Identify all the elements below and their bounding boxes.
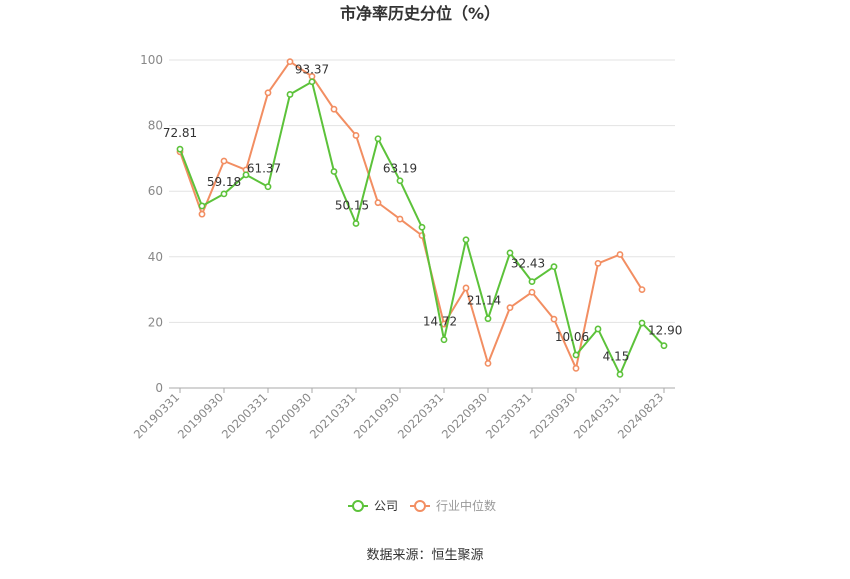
x-tick-label: 20210331 (307, 390, 358, 441)
data-label: 21.14 (467, 294, 501, 308)
legend-label: 行业中位数 (436, 498, 496, 513)
data-point (594, 259, 602, 267)
x-tick-label: 20190930 (175, 390, 226, 441)
data-point (374, 199, 382, 207)
legend-marker-icon (414, 500, 426, 512)
data-point (506, 304, 514, 312)
data-point (594, 325, 602, 333)
data-point (286, 58, 294, 66)
data-point (616, 251, 624, 258)
data-labels: 72.81 59.18 61.37 93.37 50.15 63.19 14.72 21.14… (163, 63, 683, 364)
chart-title: 市净率历史分位（%） (340, 4, 500, 23)
data-point (462, 284, 470, 292)
data-point (572, 364, 580, 372)
y-tick-label: 20 (148, 315, 163, 329)
x-tick-label: 20220331 (395, 390, 446, 441)
data-label: 4.15 (603, 349, 630, 363)
data-point (308, 78, 316, 86)
data-point (528, 288, 536, 296)
data-point (396, 177, 404, 185)
data-point (638, 286, 646, 293)
data-point (330, 105, 338, 113)
data-label: 10.06 (555, 330, 589, 344)
data-point (198, 202, 206, 210)
data-point (220, 157, 228, 165)
data-label: 61.37 (247, 162, 281, 176)
data-point (176, 145, 184, 153)
data-point (484, 359, 492, 367)
y-tick-label: 60 (148, 184, 163, 198)
data-label: 50.15 (335, 199, 369, 213)
data-point (440, 336, 448, 344)
data-point (616, 370, 624, 378)
x-tick-label: 20190331 (131, 390, 182, 441)
data-label: 93.37 (295, 63, 329, 77)
x-tick-label: 20230331 (483, 390, 534, 441)
data-point (352, 220, 360, 227)
data-point (220, 190, 228, 198)
data-point (374, 135, 382, 143)
data-point (550, 315, 558, 323)
y-tick-label: 40 (148, 250, 163, 264)
data-point (506, 249, 514, 257)
legend-label: 公司 (374, 499, 398, 513)
x-tick-label: 20200331 (219, 390, 270, 441)
legend-item-1[interactable]: 行业中位数 (410, 498, 496, 513)
x-tick-label: 20240823 (615, 390, 666, 441)
x-tick-label: 20240331 (571, 390, 622, 441)
series-lines (176, 58, 668, 378)
data-point (242, 171, 250, 179)
data-point (286, 91, 294, 98)
data-point (638, 319, 646, 327)
data-label: 12.90 (648, 324, 682, 338)
data-point (330, 168, 338, 175)
series-line-1 (179, 60, 643, 370)
data-point (528, 278, 536, 286)
data-label: 14.72 (423, 315, 457, 329)
data-source-note: 数据来源：恒生聚源 (366, 548, 483, 563)
data-point (418, 223, 426, 231)
data-label: 59.18 (207, 175, 241, 189)
legend-item-0[interactable]: 公司 (348, 499, 398, 513)
data-label: 32.43 (511, 257, 545, 271)
legend-marker-icon (352, 500, 364, 512)
data-point (198, 210, 206, 218)
x-tick-label: 20220930 (439, 390, 490, 441)
data-point (264, 89, 272, 97)
data-label: 63.19 (383, 162, 417, 176)
data-point (660, 342, 668, 350)
grid-lines (169, 59, 675, 323)
data-point (396, 215, 404, 223)
y-tick-label: 0 (155, 381, 163, 395)
data-point (484, 315, 492, 323)
data-point (572, 351, 580, 359)
y-tick-label: 100 (140, 53, 163, 67)
legend[interactable]: 公司 行业中位数 (348, 498, 496, 513)
axes: 0 20 40 60 80 100 2019033120190930202003312020… (131, 53, 675, 442)
y-tick-label: 80 (148, 119, 163, 133)
data-point (264, 183, 272, 191)
data-label: 72.81 (163, 126, 197, 140)
data-point (550, 263, 558, 271)
x-tick-label: 20210930 (351, 390, 402, 441)
data-point (352, 132, 360, 139)
data-point (462, 236, 470, 244)
x-tick-label: 20200930 (263, 390, 314, 441)
x-tick-label: 20230930 (527, 390, 578, 441)
